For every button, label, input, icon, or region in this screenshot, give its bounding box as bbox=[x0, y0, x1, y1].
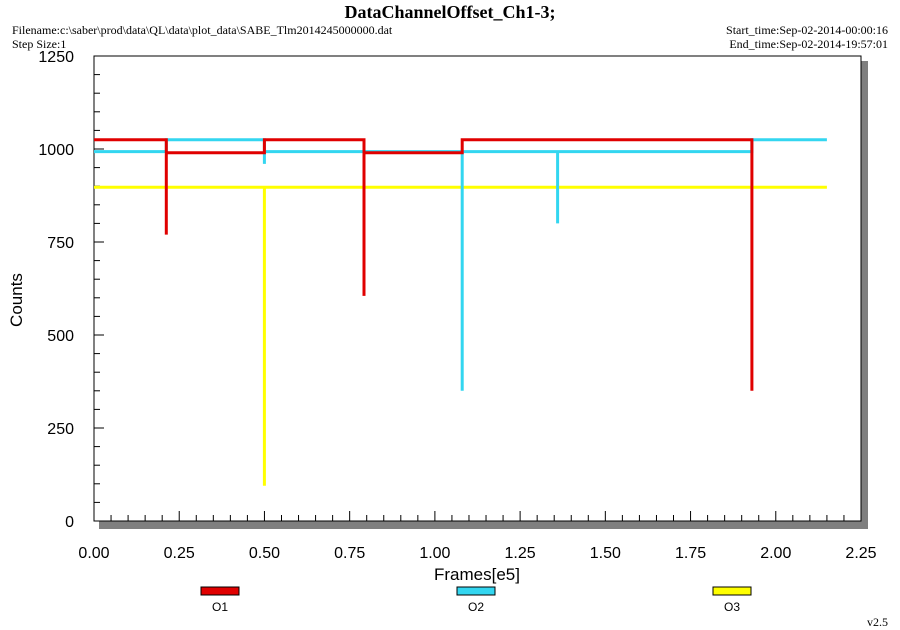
end-time-label: End_time:Sep-02-2014-19:57:01 bbox=[729, 37, 888, 51]
x-tick-label: 0.00 bbox=[78, 545, 109, 562]
legend-swatch-o3 bbox=[712, 586, 752, 596]
x-tick-label: 2.25 bbox=[845, 545, 876, 562]
y-tick-label: 250 bbox=[47, 421, 74, 438]
y-tick-label: 0 bbox=[65, 514, 74, 531]
chart-title: DataChannelOffset_Ch1-3; bbox=[344, 2, 556, 22]
x-tick-label: 0.25 bbox=[164, 545, 195, 562]
y-axis-label: Counts bbox=[7, 273, 26, 327]
x-axis-label: Frames[e5] bbox=[434, 565, 520, 584]
x-tick-label: 1.50 bbox=[590, 545, 621, 562]
filename-label: Filename:c:\saber\prod\data\QL\data\plot… bbox=[12, 23, 393, 37]
x-tick-label: 1.25 bbox=[505, 545, 536, 562]
y-tick-label: 500 bbox=[47, 328, 74, 345]
x-tick-label: 2.00 bbox=[760, 545, 791, 562]
step-size-label: Step Size:1 bbox=[12, 37, 67, 51]
series-group bbox=[94, 138, 827, 486]
series-line-o1 bbox=[94, 138, 754, 391]
series-line-o2 bbox=[94, 138, 827, 391]
legend-label-o1: O1 bbox=[212, 600, 228, 614]
x-tick-label: 0.75 bbox=[334, 545, 365, 562]
y-tick-label: 1000 bbox=[38, 142, 74, 159]
tick-labels: 0.00 0.25 0.50 0.75 1.00 1.25 1.50 1.75 2.00 2.25… bbox=[38, 49, 876, 562]
x-tick-label: 0.50 bbox=[249, 545, 280, 562]
y-tick-label: 1250 bbox=[38, 49, 74, 66]
legend: O1 O2 O3 bbox=[200, 586, 752, 614]
x-tick-label: 1.00 bbox=[419, 545, 450, 562]
x-tick-label: 1.75 bbox=[675, 545, 706, 562]
version-label: v2.5 bbox=[867, 615, 888, 629]
legend-swatch-o2 bbox=[456, 586, 496, 596]
y-tick-label: 750 bbox=[47, 235, 74, 252]
legend-swatch-o1 bbox=[200, 586, 240, 596]
legend-label-o3: O3 bbox=[724, 600, 740, 614]
plot-area bbox=[93, 55, 862, 522]
axis-ticks bbox=[93, 55, 862, 522]
legend-label-o2: O2 bbox=[468, 600, 484, 614]
start-time-label: Start_time:Sep-02-2014-00:00:16 bbox=[726, 23, 888, 37]
series-line-o3 bbox=[94, 185, 827, 486]
